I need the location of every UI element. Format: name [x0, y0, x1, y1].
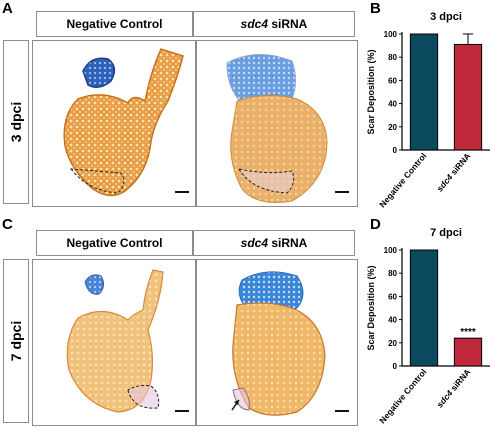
y-tick-label: 80	[388, 269, 397, 278]
panel-letter-b: B	[370, 0, 381, 17]
y-tick-label: 100	[384, 30, 398, 39]
heart-section-image	[231, 271, 326, 416]
panel-letter-d: D	[370, 216, 381, 233]
x-tick-label: sdc4 siRNA	[434, 367, 472, 410]
heart-section-image	[226, 53, 328, 203]
bar	[409, 249, 439, 367]
col-header-label: Negative Control	[66, 236, 163, 250]
scale-bar	[335, 191, 349, 193]
col-header-negative-control-a: Negative Control	[36, 11, 193, 37]
x-tick-label: Negative Control	[377, 367, 428, 426]
gene-name: sdc4	[240, 236, 268, 250]
image-negative-control-7dpci	[32, 259, 196, 426]
y-tick-label: 40	[388, 316, 397, 325]
y-tick-label: 100	[384, 246, 398, 255]
chart-title: 3 dpci	[430, 11, 462, 23]
image-negative-control-3dpci	[32, 40, 196, 207]
col-header-label: Negative Control	[66, 17, 163, 31]
bar-chart-3dpci: 3 dpci Scar Deposition (%) 0 20 40 60 80 100 Neg…	[366, 11, 490, 210]
y-tick-label: 60	[388, 292, 397, 301]
y-tick-label: 0	[393, 362, 398, 371]
gene-name: sdc4	[240, 17, 268, 31]
row-label-text: 7 dpci	[8, 320, 24, 362]
bar-chart-7dpci: 7 dpci Scar Deposition (%) 0 20 40 60 80 100 Neg…	[366, 227, 490, 426]
bar	[453, 337, 483, 367]
y-tick-label: 0	[393, 146, 398, 155]
scale-bar	[175, 191, 189, 193]
col-header-negative-control-c: Negative Control	[36, 230, 193, 256]
col-header-sdc4-sirna-c: sdc4 siRNA	[193, 230, 355, 256]
image-sdc4-sirna-3dpci	[196, 40, 358, 207]
heart-section-image	[66, 269, 164, 413]
x-tick-label: sdc4 siRNA	[434, 151, 472, 194]
bar	[453, 43, 483, 151]
significance-label: ****	[460, 327, 476, 338]
bar	[409, 33, 439, 151]
chart-title: 7 dpci	[430, 227, 462, 239]
heart-section-image	[63, 48, 184, 197]
scale-bar	[175, 410, 189, 412]
x-tick-label: Negative Control	[377, 151, 428, 210]
row-label-text: 3 dpci	[8, 101, 24, 143]
row-label-7dpci: 7 dpci	[3, 259, 29, 423]
scale-bar	[335, 410, 349, 412]
y-axis-label: Scar Deposition (%)	[366, 49, 376, 134]
y-tick-label: 20	[388, 339, 397, 348]
sirna-suffix: siRNA	[268, 17, 308, 31]
y-tick-label: 20	[388, 123, 397, 132]
sirna-suffix: siRNA	[268, 236, 308, 250]
y-tick-label: 40	[388, 100, 397, 109]
image-sdc4-sirna-7dpci	[196, 259, 358, 426]
y-axis-label: Scar Deposition (%)	[366, 265, 376, 350]
panel-letter-c: C	[2, 216, 13, 233]
y-tick-label: 60	[388, 76, 397, 85]
row-label-3dpci: 3 dpci	[3, 40, 29, 204]
col-header-sdc4-sirna-a: sdc4 siRNA	[193, 11, 355, 37]
panel-letter-a: A	[2, 0, 13, 17]
y-tick-label: 80	[388, 53, 397, 62]
